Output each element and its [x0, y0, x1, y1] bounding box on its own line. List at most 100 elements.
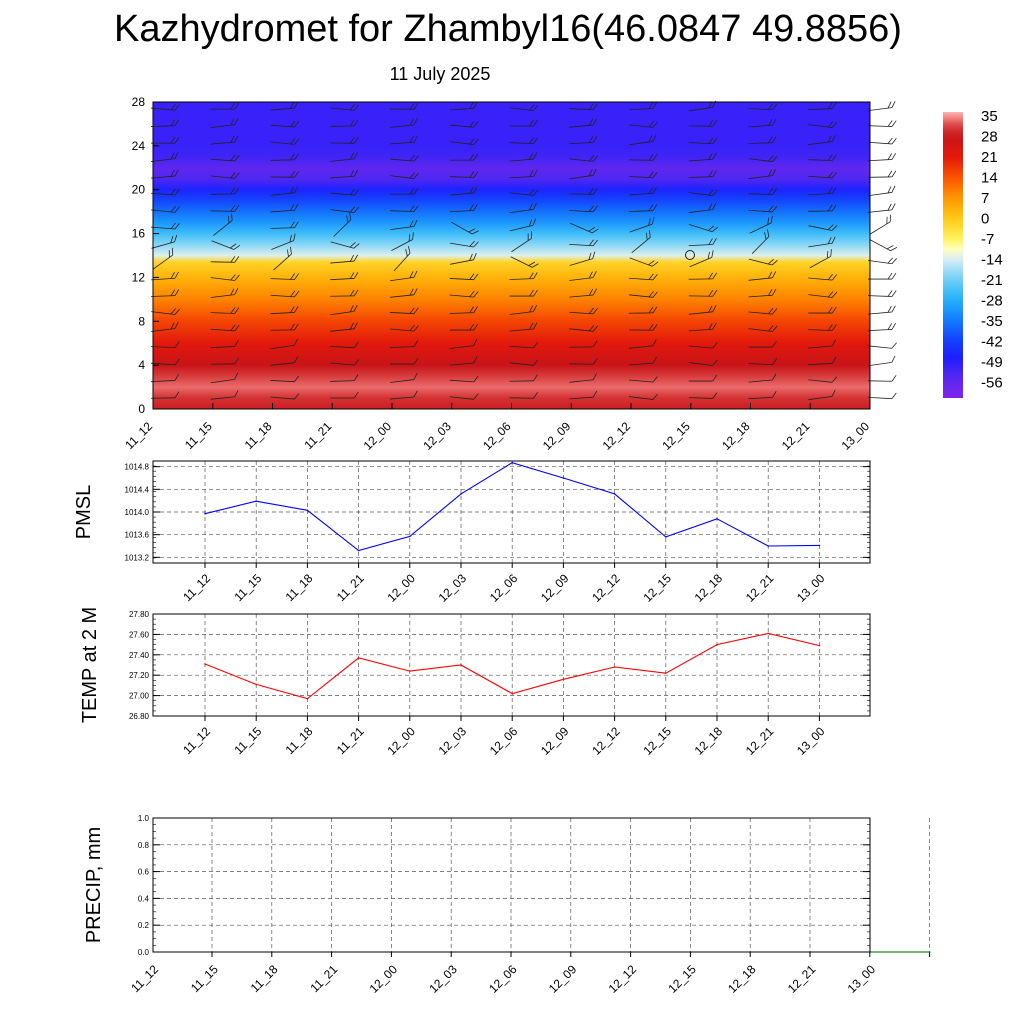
wind-barb-flag — [409, 205, 415, 212]
wind-barb — [688, 152, 717, 162]
wind-barb — [569, 155, 599, 162]
wind-barb — [151, 271, 179, 281]
wind-barb — [390, 390, 418, 400]
wind-barb — [808, 273, 838, 281]
wind-barb-flag — [413, 325, 419, 332]
wind-barb-staff — [509, 142, 534, 144]
wind-barb-staff — [808, 329, 833, 331]
wind-barb — [569, 239, 598, 247]
wind-barb-flag — [827, 171, 833, 178]
wind-barb — [688, 374, 718, 382]
wind-barb-flag — [588, 271, 593, 279]
wind-barb-flag — [170, 152, 175, 160]
wind-barb-flag — [294, 290, 300, 298]
wind-barb-flag — [768, 169, 773, 177]
wind-barb-flag — [170, 222, 176, 229]
wind-barb-flag — [349, 322, 354, 330]
heatmap-ytick-label: 20 — [132, 183, 146, 197]
wind-barb-flag — [648, 135, 653, 143]
wind-barb-flag — [349, 254, 355, 262]
wind-barb-flag — [349, 305, 354, 313]
wind-barb — [270, 306, 299, 315]
wind-barb — [688, 189, 718, 196]
wind-barb — [688, 238, 717, 247]
wind-barb-flag — [768, 289, 773, 296]
pmsl-data-point — [818, 544, 821, 547]
wind-barb — [509, 289, 538, 297]
wind-barb-flag — [588, 307, 594, 314]
wind-barb-flag — [294, 356, 299, 363]
wind-barb-flag — [772, 169, 777, 176]
precip-data-point — [928, 951, 931, 953]
heatmap-xtick-label: 12_21 — [779, 419, 813, 453]
wind-barb-flag — [588, 155, 595, 162]
pmsl-xtick-label: 11_15 — [231, 571, 264, 604]
wind-barb-flag — [652, 171, 658, 178]
wind-barb-flag — [891, 290, 897, 297]
wind-barb — [569, 251, 596, 266]
wind-barb — [569, 103, 598, 110]
wind-barb-flag — [827, 135, 832, 143]
wind-barb — [569, 325, 599, 332]
wind-barb-flag — [712, 322, 717, 330]
wind-barb-flag — [891, 258, 897, 265]
wind-barb-flag — [529, 203, 533, 211]
calm-wind-marker — [685, 250, 695, 260]
heatmap-ytick-label: 0 — [138, 402, 145, 416]
wind-barb-staff — [270, 278, 295, 280]
wind-barb — [868, 137, 897, 145]
wind-barb-flag — [353, 119, 359, 127]
wind-barb-flag — [827, 306, 833, 314]
wind-barb-flag — [234, 357, 239, 365]
wind-barb-flag — [294, 273, 300, 280]
wind-barb — [628, 324, 658, 331]
wind-barb-flag — [231, 213, 233, 221]
wind-barb — [449, 338, 478, 349]
wind-barb-flag — [353, 341, 359, 348]
wind-barb — [808, 224, 838, 231]
wind-barb-flag — [409, 288, 414, 296]
wind-barb-flag — [887, 186, 892, 194]
wind-barb — [509, 341, 539, 349]
wind-barb — [509, 392, 538, 399]
wind-barb-flag — [533, 392, 538, 399]
wind-barb-flag — [830, 249, 832, 257]
wind-barb — [867, 120, 897, 127]
wind-barb — [210, 287, 239, 298]
wind-barb-staff — [393, 252, 411, 272]
wind-barb — [628, 204, 658, 212]
wind-barb-flag — [174, 104, 180, 111]
wind-barb — [629, 356, 657, 366]
wind-barb — [748, 205, 778, 213]
pmsl-ytick-label: 1014.0 — [125, 508, 150, 517]
wind-barb-flag — [827, 102, 833, 110]
wind-barb-staff — [867, 397, 893, 400]
colorbar-label: 7 — [981, 190, 989, 207]
heatmap-xtick-label: 12_18 — [719, 419, 753, 453]
wind-barb — [569, 307, 598, 315]
wind-barb-staff — [509, 224, 534, 232]
pmsl-panel: 1013.2 1013.6 1014.0 1014.4 1014.8 11_12 11_15… — [73, 460, 871, 605]
wind-barb-flag — [712, 170, 717, 177]
wind-barb-flag — [229, 243, 237, 249]
wind-barb-flag — [230, 118, 235, 126]
wind-barb — [150, 119, 180, 127]
wind-barb-flag — [831, 324, 837, 331]
wind-barb-staff — [390, 328, 414, 332]
wind-barb-staff — [151, 328, 175, 332]
wind-barb — [270, 290, 300, 298]
wind-barb-staff — [390, 141, 414, 145]
wind-barb-flag — [294, 121, 300, 128]
pmsl-xtick-label: 13_00 — [794, 571, 828, 605]
wind-barb-flag — [290, 323, 295, 331]
wind-barb-flag — [826, 251, 829, 259]
pmsl-data-point — [665, 536, 667, 538]
wind-barb-flag — [353, 104, 360, 111]
wind-barb — [867, 170, 897, 178]
wind-barb-staff — [509, 328, 534, 332]
wind-barb — [210, 205, 240, 212]
wind-barb — [270, 138, 300, 145]
wind-barb-staff — [330, 192, 355, 196]
wind-barb-flag — [233, 244, 241, 250]
wind-barb-staff — [751, 236, 770, 254]
